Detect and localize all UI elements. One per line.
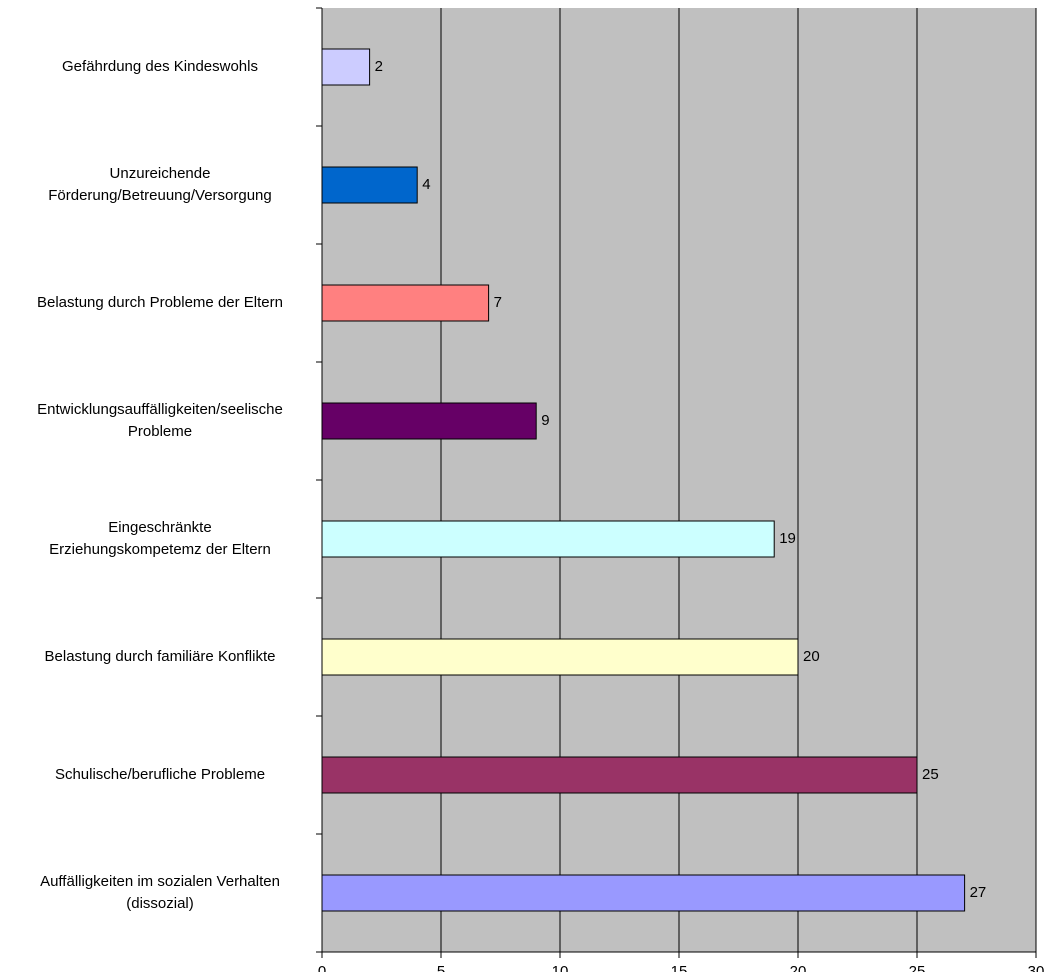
grid-lines	[440, 8, 1037, 952]
value-label-7: 25	[922, 766, 939, 783]
x-tick-labels: 0 5 10 15 20 25 30	[318, 963, 1045, 972]
category-labels: Gefährdung des Kindeswohls Unzureichende F…	[37, 58, 283, 912]
bar-1	[321, 48, 371, 86]
axes	[316, 7, 1037, 958]
value-labels: 2 4 7 9 19 20 25 27	[375, 58, 987, 901]
bar-8	[321, 874, 966, 912]
x-tick-label-30: 30	[1028, 963, 1045, 972]
category-label-4: Entwicklungsauffälligkeiten/seelische Pro…	[37, 401, 283, 440]
category-label-3: Belastung durch Probleme der Eltern	[37, 294, 283, 311]
x-tick-label-10: 10	[552, 963, 569, 972]
value-label-6: 20	[803, 648, 820, 665]
value-label-1: 2	[375, 58, 383, 75]
category-label-2: Unzureichende Förderung/Betreuung/Versorg…	[48, 165, 271, 204]
x-tick-label-25: 25	[909, 963, 926, 972]
category-label-5: Eingeschränkte Erziehungskompetemz der El…	[49, 519, 271, 558]
bar-3	[321, 284, 490, 322]
bars	[321, 48, 966, 912]
x-tick-label-5: 5	[437, 963, 445, 972]
value-label-2: 4	[422, 176, 430, 193]
value-label-8: 27	[970, 884, 987, 901]
x-tick-label-15: 15	[671, 963, 688, 972]
category-label-6: Belastung durch familiäre Konflikte	[45, 648, 276, 665]
value-label-4: 9	[541, 412, 549, 429]
bar-2	[321, 166, 418, 204]
category-label-8: Auffälligkeiten im sozialen Verhalten (di…	[40, 873, 280, 912]
category-label-7: Schulische/berufliche Probleme	[55, 766, 265, 783]
category-label-1: Gefährdung des Kindeswohls	[62, 58, 258, 75]
bar-6	[321, 638, 799, 676]
x-tick-label-20: 20	[790, 963, 807, 972]
x-tick-label-0: 0	[318, 963, 326, 972]
bar-7	[321, 756, 918, 794]
bar-5	[321, 520, 775, 558]
bar-4	[321, 402, 537, 440]
value-label-5: 19	[779, 530, 796, 547]
value-label-3: 7	[494, 294, 502, 311]
